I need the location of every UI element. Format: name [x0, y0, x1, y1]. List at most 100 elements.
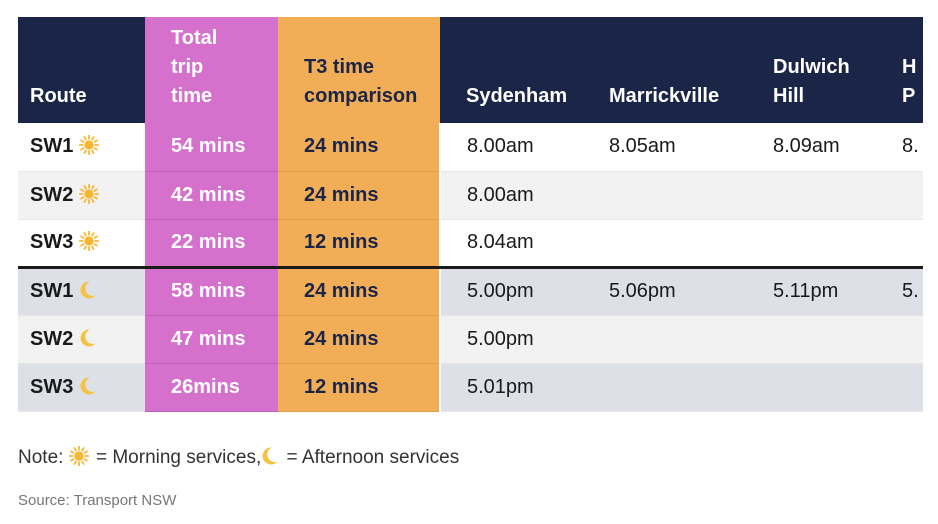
- dul-value: 5.11pm: [773, 280, 839, 302]
- mar-value: 8.05am: [609, 135, 676, 158]
- cell-mar: [591, 315, 755, 364]
- cell-dul: [755, 219, 884, 268]
- header-line: time: [171, 85, 213, 107]
- timetable-body: SW1 54 mins 24 mins 8.00am 8.05am 8.09am 8. SW2…: [18, 123, 923, 412]
- timetable-table: Route Total trip time T3 time comparison Sy…: [18, 17, 923, 412]
- mar-value: 5.06pm: [609, 280, 676, 302]
- header-row: Route Total trip time T3 time comparison Sy…: [18, 17, 923, 123]
- cell-hur: [884, 315, 923, 364]
- syd-value: 5.00pm: [467, 280, 534, 302]
- total-value: 26mins: [171, 375, 240, 398]
- cell-total: 22 mins: [145, 219, 278, 268]
- header-line: Marrickville: [609, 85, 720, 107]
- cell-mar: [591, 171, 755, 220]
- cell-route: SW3: [18, 219, 145, 268]
- route-value: SW1: [30, 135, 74, 158]
- t3-value: 24 mins: [304, 183, 379, 206]
- cell-syd: 5.01pm: [440, 363, 591, 412]
- syd-value: 8.04am: [467, 231, 534, 253]
- timetable: Route Total trip time T3 time comparison Sy…: [18, 17, 923, 413]
- table-row: SW2 47 mins 24 mins 5.00pm: [18, 315, 923, 364]
- hur-value: 8.: [902, 135, 919, 158]
- cell-dul: [755, 363, 884, 412]
- sun-icon: [79, 183, 100, 204]
- cell-total: 47 mins: [145, 315, 278, 364]
- t3-value: 24 mins: [304, 280, 379, 302]
- table-row: SW1 54 mins 24 mins 8.00am 8.05am 8.09am 8.: [18, 123, 923, 172]
- route-value: SW2: [30, 183, 74, 206]
- moon-icon: [79, 328, 97, 348]
- header-line: H: [902, 56, 917, 78]
- total-value: 42 mins: [171, 183, 246, 206]
- cell-mar: 5.06pm: [591, 265, 755, 316]
- t3-value: 12 mins: [304, 231, 379, 253]
- header-line: Dulwich: [773, 56, 850, 78]
- cell-dul: [755, 315, 884, 364]
- cell-route: SW3: [18, 363, 145, 412]
- table-row: SW3 26mins 12 mins 5.01pm: [18, 363, 923, 412]
- source-credit: Source: Transport NSW: [18, 492, 177, 509]
- total-value: 58 mins: [171, 280, 246, 302]
- hur-value: 5.: [902, 280, 919, 302]
- cell-syd: 5.00pm: [440, 265, 591, 316]
- note-afternoon-text: = Afternoon services: [281, 447, 460, 468]
- header-route: Route: [18, 17, 145, 123]
- cell-syd: 5.00pm: [440, 315, 591, 364]
- table-row: SW1 58 mins 24 mins 5.00pm 5.06pm 5.11pm 5.: [18, 265, 923, 316]
- cell-dul: [755, 171, 884, 220]
- header-sydenham: Sydenham: [440, 17, 591, 123]
- table-row: SW3 22 mins 12 mins 8.04am: [18, 219, 923, 268]
- syd-value: 8.00am: [467, 135, 534, 158]
- header-line: comparison: [304, 85, 418, 107]
- header-line: Total: [171, 27, 218, 49]
- header-t3-comparison: T3 time comparison: [278, 17, 440, 123]
- cell-total: 26mins: [145, 363, 278, 412]
- cell-route: SW1: [18, 123, 145, 172]
- cell-hur: [884, 171, 923, 220]
- t3-value: 12 mins: [304, 375, 379, 398]
- cell-t3: 24 mins: [278, 265, 441, 316]
- cell-syd: 8.04am: [440, 219, 591, 268]
- cell-hur: 5.: [884, 265, 923, 316]
- cell-t3: 12 mins: [278, 363, 441, 412]
- header-line: T3 time: [304, 56, 375, 78]
- t3-value: 24 mins: [304, 135, 379, 158]
- sun-icon: [79, 230, 100, 252]
- cell-total: 42 mins: [145, 171, 278, 220]
- cell-mar: [591, 363, 755, 412]
- cell-hur: 8.: [884, 123, 923, 172]
- cell-t3: 24 mins: [278, 315, 441, 364]
- route-value: SW2: [30, 327, 74, 350]
- header-line: P: [902, 85, 916, 107]
- sun-icon: [68, 445, 89, 467]
- cell-route: SW1: [18, 265, 145, 316]
- cell-dul: 5.11pm: [755, 265, 884, 316]
- total-value: 47 mins: [171, 327, 246, 350]
- cell-t3: 24 mins: [278, 171, 441, 220]
- cell-total: 54 mins: [145, 123, 278, 172]
- header-line: Route: [30, 85, 87, 107]
- syd-value: 5.01pm: [467, 375, 534, 398]
- header-line: trip: [171, 56, 204, 78]
- moon-icon: [261, 446, 279, 466]
- moon-icon: [79, 376, 97, 396]
- cell-route: SW2: [18, 171, 145, 220]
- cell-route: SW2: [18, 315, 145, 364]
- cell-t3: 12 mins: [278, 219, 441, 268]
- cell-mar: [591, 219, 755, 268]
- header-marrickville: Marrickville: [591, 17, 755, 123]
- header-line: Hill: [773, 85, 805, 107]
- t3-value: 24 mins: [304, 327, 379, 350]
- header-line: Sydenham: [466, 85, 568, 107]
- table-row: SW2 42 mins 24 mins 8.00am: [18, 171, 923, 220]
- syd-value: 8.00am: [467, 183, 534, 206]
- cell-dul: 8.09am: [755, 123, 884, 172]
- moon-icon: [79, 280, 97, 300]
- route-value: SW1: [30, 280, 74, 302]
- sun-icon: [79, 135, 100, 156]
- header-dulwich-hill: Dulwich Hill: [755, 17, 884, 123]
- cell-syd: 8.00am: [440, 123, 591, 172]
- cell-syd: 8.00am: [440, 171, 591, 220]
- note-morning-text: = Morning services,: [90, 447, 262, 468]
